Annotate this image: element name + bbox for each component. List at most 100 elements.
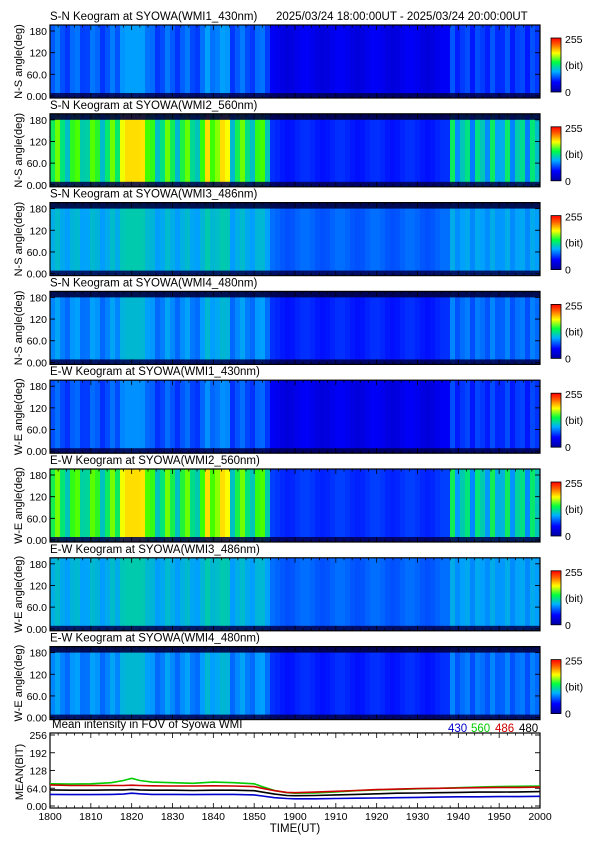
keogram-column [130, 113, 136, 187]
keogram-column [245, 380, 251, 454]
keogram-column [450, 469, 456, 542]
colorbar-max-label: 255 [565, 212, 583, 224]
keogram-column [510, 557, 516, 631]
keogram-column [315, 291, 321, 365]
keogram-column [345, 291, 351, 365]
keogram-column [135, 202, 141, 276]
keogram-column [250, 113, 256, 187]
keogram-column [125, 113, 131, 187]
keogram-column [310, 469, 316, 542]
keogram-column [175, 557, 181, 631]
colorbar-max-label: 255 [565, 656, 583, 668]
keogram-column [415, 646, 421, 720]
keogram-column [325, 380, 331, 454]
mean-series-line-486 [49, 784, 541, 794]
keogram-column [70, 25, 76, 98]
keogram-column [50, 646, 56, 720]
keogram-y-tick-label: 60.0 [27, 158, 48, 170]
keogram-title: E-W Keogram at SYOWA(WMI2_560nm) [50, 455, 260, 467]
colorbar-unit-label: (bit) [565, 415, 583, 427]
keogram-column [510, 291, 516, 365]
keogram-column [150, 380, 156, 454]
keogram-column [495, 646, 501, 720]
keogram-title: E-W Keogram at SYOWA(WMI1_430nm) [50, 366, 260, 378]
colorbar: 255 (bit) 0 [550, 300, 583, 365]
keogram-y-tick-label: 0.00 [27, 446, 48, 458]
keogram-column [330, 202, 336, 276]
keogram-column [315, 113, 321, 187]
keogram-column [445, 291, 451, 365]
keogram-column [355, 113, 361, 187]
keogram-column [445, 25, 451, 98]
keogram-column [365, 25, 371, 98]
keogram-column [275, 291, 281, 365]
keogram-column [135, 646, 141, 720]
mean-series-line-480 [49, 788, 541, 797]
keogram-column [240, 646, 246, 720]
keogram-column [270, 469, 276, 542]
keogram-column [170, 291, 176, 365]
keogram-column [415, 380, 421, 454]
mean-x-tick-label: 1850 [242, 811, 266, 823]
mean-plot-legend: 430 560 486 480 [448, 723, 538, 735]
keogram-column [165, 25, 171, 98]
keogram-column [125, 25, 131, 98]
keogram-column [370, 25, 376, 98]
keogram-y-tick-label: 60.0 [27, 336, 48, 348]
keogram-image [50, 113, 541, 187]
mean-x-tick-label: 1930 [406, 811, 430, 823]
keogram-column [515, 469, 521, 542]
keogram-column [285, 291, 291, 365]
colorbar-min-label: 0 [565, 176, 571, 188]
keogram-column [205, 557, 211, 631]
keogram-column [415, 113, 421, 187]
keogram-column [385, 469, 391, 542]
keogram-column [435, 646, 441, 720]
keogram-column [405, 291, 411, 365]
keogram-panel: E-W Keogram at SYOWA(WMI2_560nm) 0.00 60.0… [13, 455, 583, 547]
keogram-column [525, 202, 531, 276]
keogram-column [230, 380, 236, 454]
keogram-column [500, 380, 506, 454]
keogram-column [55, 557, 61, 631]
keogram-column [65, 25, 71, 98]
keogram-column [120, 291, 126, 365]
keogram-image [50, 646, 541, 720]
keogram-column [255, 202, 261, 276]
keogram-column [400, 25, 406, 98]
keogram-column [325, 202, 331, 276]
keogram-column [80, 25, 86, 98]
keogram-column [200, 380, 206, 454]
keogram-column [95, 380, 101, 454]
keogram-column [290, 113, 296, 187]
keogram-column [480, 25, 486, 98]
keogram-column [345, 469, 351, 542]
keogram-column [345, 380, 351, 454]
keogram-column [165, 469, 171, 542]
keogram-column [65, 380, 71, 454]
keogram-column [250, 25, 256, 98]
keogram-column [325, 113, 331, 187]
keogram-y-tick-label: 120 [29, 403, 47, 415]
keogram-column [280, 380, 286, 454]
keogram-column [335, 380, 341, 454]
keogram-column [530, 469, 536, 542]
keogram-y-tick-label: 60.0 [27, 247, 48, 259]
keogram-column [315, 202, 321, 276]
keogram-column [380, 202, 386, 276]
keogram-column [450, 291, 456, 365]
keogram-column [345, 646, 351, 720]
keogram-column [355, 380, 361, 454]
keogram-ylabel: W-E angle(deg) [13, 645, 25, 722]
keogram-column [175, 380, 181, 454]
keogram-column [465, 113, 471, 187]
keogram-column [175, 113, 181, 187]
keogram-column [355, 25, 361, 98]
keogram-image [50, 25, 541, 98]
keogram-column [275, 380, 281, 454]
keogram-column [420, 113, 426, 187]
keogram-column [120, 202, 126, 276]
keogram-column [250, 557, 256, 631]
keogram-column [135, 291, 141, 365]
keogram-column [165, 202, 171, 276]
